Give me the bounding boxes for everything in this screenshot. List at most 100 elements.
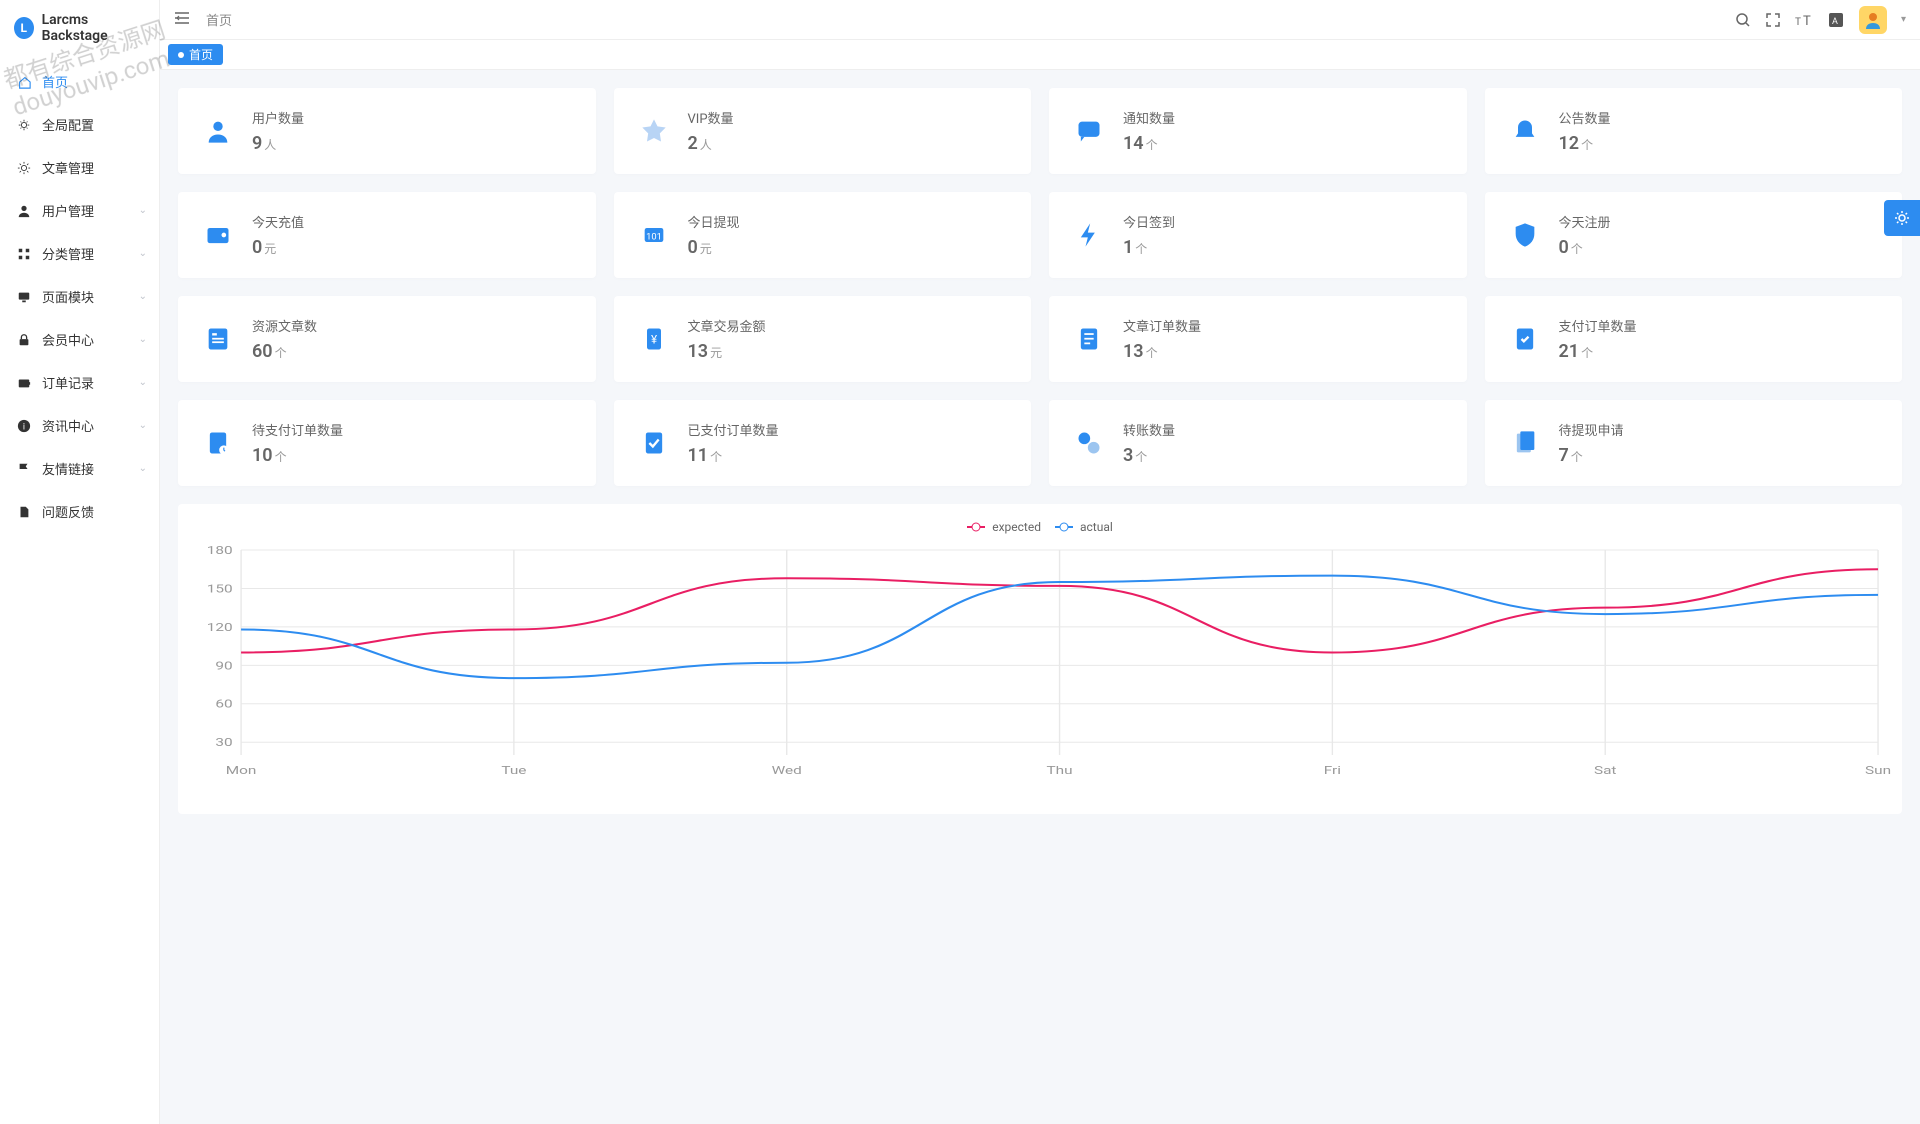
stat-card-11[interactable]: 支付订单数量 21个 — [1485, 296, 1903, 382]
card-value: 0个 — [1559, 237, 1611, 258]
info-icon: i — [16, 419, 32, 433]
svg-text:30: 30 — [215, 737, 232, 749]
wallet-icon — [200, 217, 236, 253]
card-title: 今天充值 — [252, 212, 304, 231]
sidebar-item-6[interactable]: 会员中心⌄ — [0, 318, 159, 361]
nav-label: 全局配置 — [42, 115, 94, 134]
logo-icon: L — [14, 17, 34, 39]
nav-label: 分类管理 — [42, 244, 94, 263]
sidebar-item-5[interactable]: 页面模块⌄ — [0, 275, 159, 318]
gear-icon — [16, 118, 32, 132]
settings-float-button[interactable] — [1884, 200, 1920, 236]
article-icon — [200, 321, 236, 357]
content: 用户数量9人VIP数量2人通知数量14个公告数量12个今天充值0元101今日提现… — [160, 70, 1920, 1124]
sun-icon — [16, 161, 32, 175]
transfer-icon — [1071, 425, 1107, 461]
nav-label: 订单记录 — [42, 373, 94, 392]
fontsize-icon[interactable]: TT — [1795, 12, 1813, 28]
sidebar-item-1[interactable]: 全局配置 — [0, 103, 159, 146]
sidebar-item-9[interactable]: 友情链接⌄ — [0, 447, 159, 490]
card-value: 10个 — [252, 445, 343, 466]
card-title: 待支付订单数量 — [252, 420, 343, 439]
sidebar-item-10[interactable]: 问题反馈 — [0, 490, 159, 533]
user-dropdown-caret[interactable]: ▾ — [1901, 14, 1906, 25]
grid-icon — [16, 247, 32, 261]
nav-label: 页面模块 — [42, 287, 94, 306]
fullscreen-icon[interactable] — [1765, 12, 1781, 28]
logo[interactable]: L Larcms Backstage — [0, 0, 159, 56]
search-icon[interactable] — [1735, 12, 1751, 28]
stat-card-9[interactable]: ¥文章交易金额13元 — [614, 296, 1032, 382]
home-icon — [16, 75, 32, 89]
card-title: 今天注册 — [1559, 212, 1611, 231]
sidebar: L Larcms Backstage 首页全局配置文章管理用户管理⌄分类管理⌄页… — [0, 0, 160, 1124]
sidebar-item-0[interactable]: 首页 — [0, 60, 159, 103]
stat-card-14[interactable]: 转账数量3个 — [1049, 400, 1467, 486]
card-title: 待提现申请 — [1559, 420, 1624, 439]
svg-text:Tue: Tue — [501, 765, 526, 777]
sidebar-item-7[interactable]: 订单记录⌄ — [0, 361, 159, 404]
nav: 首页全局配置文章管理用户管理⌄分类管理⌄页面模块⌄会员中心⌄订单记录⌄i资讯中心… — [0, 56, 159, 1124]
svg-text:101: 101 — [646, 232, 662, 243]
wallet-icon — [16, 376, 32, 390]
svg-text:¥: ¥ — [650, 333, 657, 347]
card-value: 60个 — [252, 341, 317, 362]
stat-card-5[interactable]: 101今日提现0元 — [614, 192, 1032, 278]
lock-icon — [16, 333, 32, 347]
sidebar-item-4[interactable]: 分类管理⌄ — [0, 232, 159, 275]
tab-home[interactable]: 首页 — [168, 44, 223, 65]
card-value: 1个 — [1123, 237, 1175, 258]
svg-text:90: 90 — [215, 660, 232, 672]
svg-text:Wed: Wed — [772, 765, 802, 777]
card-value: 3个 — [1123, 445, 1175, 466]
stat-card-8[interactable]: 资源文章数60个 — [178, 296, 596, 382]
nav-label: 用户管理 — [42, 201, 94, 220]
sidebar-item-8[interactable]: i资讯中心⌄ — [0, 404, 159, 447]
stat-card-3[interactable]: 公告数量 12个 — [1485, 88, 1903, 174]
card-value: 14个 — [1123, 133, 1175, 154]
nav-label: 友情链接 — [42, 459, 94, 478]
card-title: 今日签到 — [1123, 212, 1175, 231]
card-value: 12个 — [1559, 133, 1611, 154]
legend-actual[interactable]: actual — [1055, 520, 1113, 534]
stat-card-12[interactable]: 待支付订单数量 10个 — [178, 400, 596, 486]
card-value: 13个 — [1123, 341, 1201, 362]
stat-card-15[interactable]: 待提现申请 7个 — [1485, 400, 1903, 486]
avatar[interactable] — [1859, 6, 1887, 34]
svg-text:Sat: Sat — [1594, 765, 1617, 777]
file-icon — [16, 505, 32, 519]
breadcrumb: 首页 — [206, 10, 232, 29]
svg-text:T: T — [1795, 17, 1801, 28]
pending-icon — [200, 425, 236, 461]
line-chart: 306090120150180MonTueWedThuFriSatSun — [188, 540, 1892, 780]
svg-text:i: i — [23, 422, 25, 432]
card-value: 7个 — [1559, 445, 1624, 466]
stat-card-13[interactable]: 已支付订单数量11个 — [614, 400, 1032, 486]
stat-card-4[interactable]: 今天充值0元 — [178, 192, 596, 278]
stat-card-6[interactable]: 今日签到 1个 — [1049, 192, 1467, 278]
stat-card-0[interactable]: 用户数量9人 — [178, 88, 596, 174]
user-icon — [200, 113, 236, 149]
card-value: 9人 — [252, 133, 304, 154]
legend-label: expected — [992, 520, 1041, 534]
stat-card-7[interactable]: 今天注册 0个 — [1485, 192, 1903, 278]
svg-text:Thu: Thu — [1047, 765, 1073, 777]
card-value: 21个 — [1559, 341, 1637, 362]
card-title: 支付订单数量 — [1559, 316, 1637, 335]
collapse-icon[interactable] — [174, 10, 190, 30]
card-value: 11个 — [688, 445, 779, 466]
monitor-icon — [16, 290, 32, 304]
sidebar-item-3[interactable]: 用户管理⌄ — [0, 189, 159, 232]
sidebar-item-2[interactable]: 文章管理 — [0, 146, 159, 189]
stat-card-10[interactable]: 文章订单数量13个 — [1049, 296, 1467, 382]
stat-card-2[interactable]: 通知数量14个 — [1049, 88, 1467, 174]
shield-icon — [1507, 217, 1543, 253]
bolt-icon — [1071, 217, 1107, 253]
translate-icon[interactable]: A — [1827, 11, 1845, 29]
doc-icon — [1071, 321, 1107, 357]
svg-text:150: 150 — [207, 583, 233, 595]
stat-card-1[interactable]: VIP数量2人 — [614, 88, 1032, 174]
card-value: 0元 — [688, 237, 740, 258]
card-title: 公告数量 — [1559, 108, 1611, 127]
legend-expected[interactable]: expected — [967, 520, 1041, 534]
